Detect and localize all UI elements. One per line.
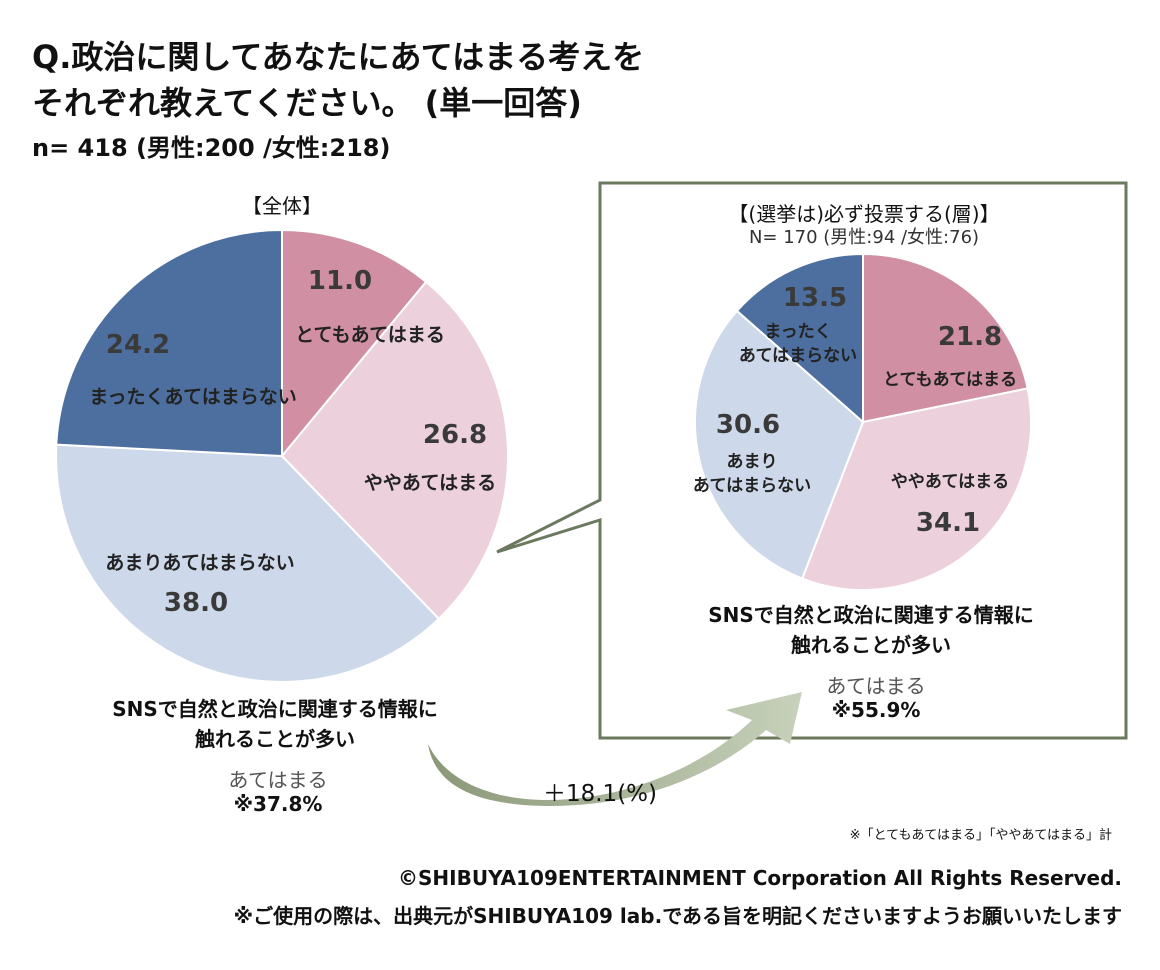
pie-overall-label-somewhat: ややあてはまる: [363, 472, 497, 494]
pie-voters-label-notmuch: あまり あてはまらない: [692, 452, 812, 496]
pie-overall-value-notmuch: 38.0: [163, 588, 229, 618]
right-applies-label: あてはまる: [826, 674, 926, 698]
chart-title: Q.政治に関してあなたにあてはまる考えを それぞれ教えてください。 (単一回答): [32, 34, 644, 126]
pie-overall-value-notatall: 24.2: [105, 330, 171, 360]
sum-note: ※「とてもあてはまる」「ややあてはまる」計: [849, 828, 1112, 843]
pie-voters-slice-somewhat-applies: [800, 387, 1032, 591]
pie-overall-slice-somewhat-applies: [280, 280, 509, 621]
pie-voters-label-somewhat: ややあてはまる: [890, 472, 1010, 492]
left-caption-line2: 触れることが多い: [195, 727, 355, 751]
title-line-1: Q.政治に関してあなたにあてはまる考えを: [32, 38, 645, 76]
pie-overall-value-somewhat: 26.8: [422, 420, 488, 450]
pie-voters-slice-not-at-all: [735, 252, 864, 425]
pie-voters-value-somewhat: 34.1: [915, 508, 981, 538]
pie-overall-slice-not-at-all: [55, 228, 283, 458]
difference-label: ＋18.1(%): [542, 781, 657, 807]
pie-voters-title: 【(選挙は)必ず投票する(層)】: [728, 202, 1000, 226]
pie-voters-label-notatall: まったく あてはまらない: [738, 322, 858, 366]
pie-overall-slice-very-applies: [281, 228, 428, 459]
right-caption: SNSで自然と政治に関連する情報に 触れることが多い: [636, 600, 1106, 660]
pie-overall-slice-not-much: [55, 443, 441, 683]
right-applies-value: ※55.9%: [831, 698, 921, 722]
pie-voters-value-very: 21.8: [937, 322, 1003, 352]
pie-voters-label-very: とてもあてはまる: [883, 370, 1017, 390]
pie-overall-label-notmuch: あまりあてはまらない: [105, 552, 295, 574]
increase-arrow: [428, 692, 802, 806]
pie-overall-label-notatall: まったくあてはまらない: [89, 386, 297, 408]
right-caption-line1: SNSで自然と政治に関連する情報に: [708, 603, 1034, 627]
pie-overall-title: 【全体】: [242, 194, 322, 218]
left-caption: SNSで自然と政治に関連する情報に 触れることが多い: [40, 694, 510, 754]
usage-note: ※ご使用の際は、出典元がSHIBUYA109 lab.である旨を明記くださいます…: [233, 904, 1122, 928]
pie-voters-subtitle: N= 170 (男性:94 /女性:76): [748, 227, 980, 248]
right-caption-line2: 触れることが多い: [791, 633, 951, 657]
pie-voters-value-notmuch: 30.6: [715, 410, 781, 440]
copyright: ©SHIBUYA109ENTERTAINMENT Corporation All…: [398, 866, 1122, 890]
title-line-2: それぞれ教えてください。 (単一回答): [32, 84, 582, 122]
left-applies-value: ※37.8%: [233, 792, 323, 816]
pie-voters-slice-very-applies: [862, 252, 1029, 424]
pie-voters-slice-not-much: [694, 309, 865, 580]
pie-voters-value-notatall: 13.5: [782, 283, 848, 313]
pie-overall-label-very: とてもあてはまる: [295, 324, 445, 346]
sample-size: n= 418 (男性:200 /女性:218): [32, 134, 391, 162]
left-applies-label: あてはまる: [228, 768, 328, 792]
left-caption-line1: SNSで自然と政治に関連する情報に: [112, 697, 438, 721]
pie-overall-value-very: 11.0: [307, 266, 373, 296]
